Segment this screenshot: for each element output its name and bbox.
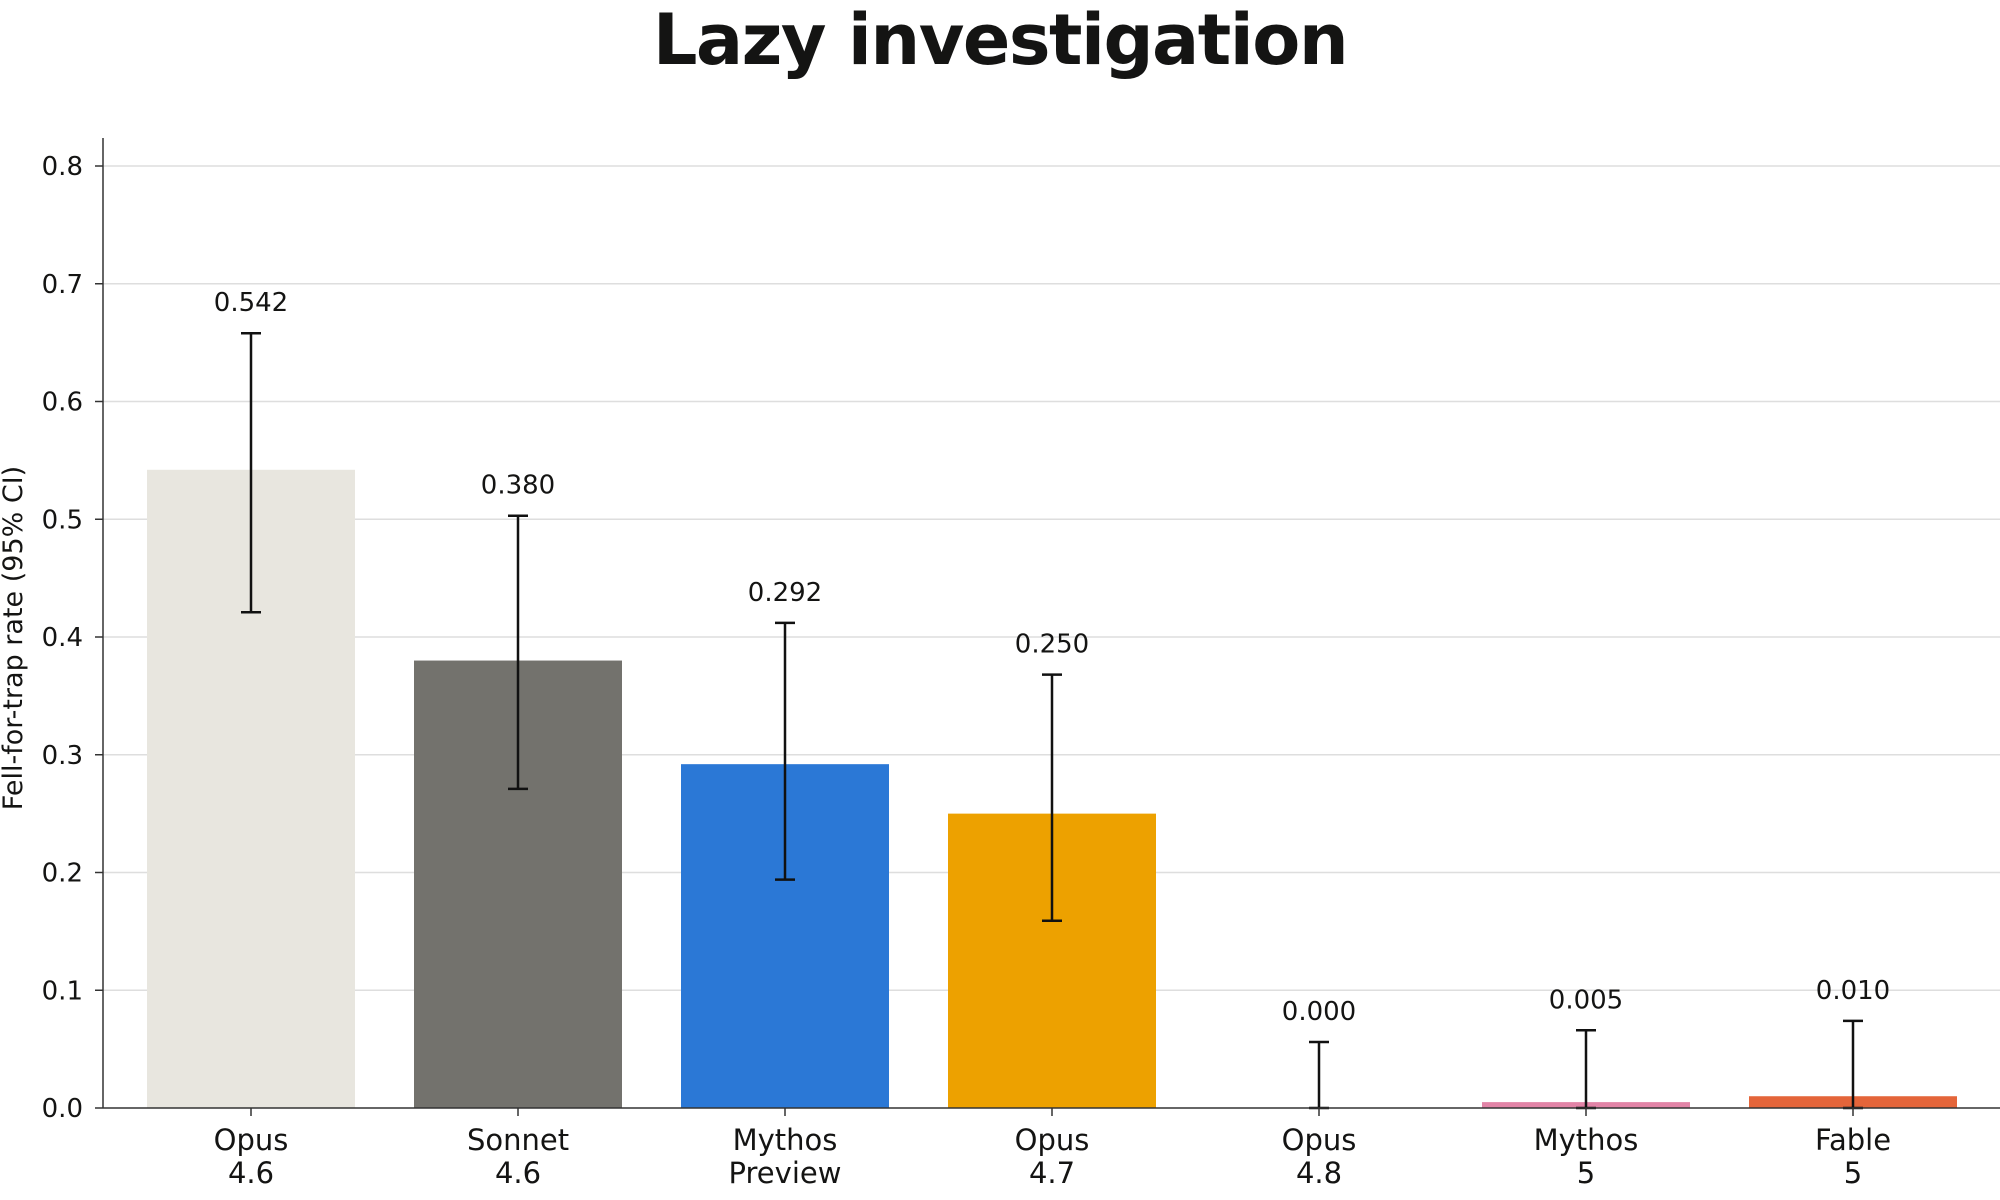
data-label: 0.250 xyxy=(1015,630,1089,660)
x-tick-label: Opus 4.8 xyxy=(1282,1123,1357,1190)
data-label: 0.292 xyxy=(748,578,822,608)
data-label: 0.010 xyxy=(1816,976,1890,1006)
y-tick-label: 0.8 xyxy=(42,152,83,182)
y-tick-label: 0.3 xyxy=(42,741,83,771)
y-tick-label: 0.6 xyxy=(42,388,83,418)
y-tick-label: 0.7 xyxy=(42,270,83,300)
y-tick-label: 0.1 xyxy=(42,976,83,1006)
x-tick-label: Sonnet 4.6 xyxy=(467,1123,569,1190)
y-axis-title: Fell-for-trap rate (95% CI) xyxy=(0,466,29,810)
labels: 0.542 0.380 0.292 0.250 0.000 0.005 0.010 xyxy=(214,288,1890,1027)
y-tick-label: 0.0 xyxy=(42,1094,83,1124)
data-label: 0.000 xyxy=(1282,997,1356,1027)
y-tick-label: 0.4 xyxy=(42,623,83,653)
axes: 0.0 0.1 0.2 0.3 0.4 0.5 0.6 0.7 0.8 Opus 4.6 Sonnet… xyxy=(0,138,2000,1190)
x-tick-label: Opus 4.7 xyxy=(1015,1123,1090,1190)
data-label: 0.380 xyxy=(481,471,555,501)
x-tick-label: Fable 5 xyxy=(1815,1123,1891,1190)
x-tick-label: Mythos 5 xyxy=(1534,1123,1639,1190)
data-label: 0.542 xyxy=(214,288,288,318)
y-tick-label: 0.2 xyxy=(42,859,83,889)
chart-title: Lazy investigation xyxy=(652,0,1349,81)
data-label: 0.005 xyxy=(1549,985,1623,1015)
x-tick-label: Opus 4.6 xyxy=(214,1123,289,1190)
bars xyxy=(147,469,1957,1108)
y-tick-label: 0.5 xyxy=(42,505,83,535)
x-tick-label: Mythos Preview xyxy=(729,1123,842,1190)
